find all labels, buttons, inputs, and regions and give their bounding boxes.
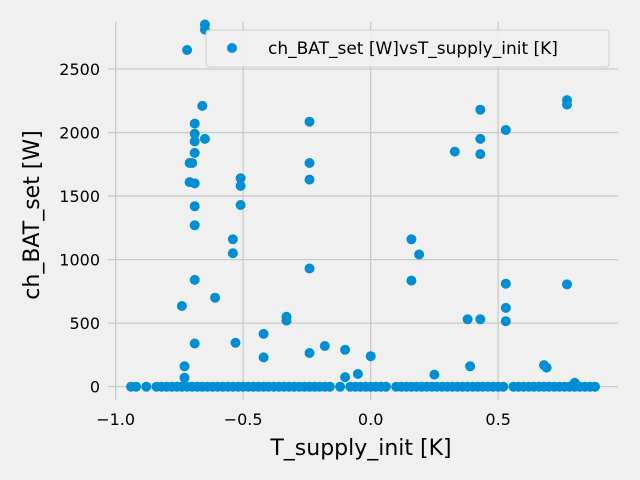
data-point	[475, 149, 486, 160]
y-tick-label: 1500	[59, 187, 100, 206]
data-point	[258, 328, 269, 339]
y-axis-label: ch_BAT_set [W]	[20, 130, 45, 299]
data-point	[131, 381, 142, 392]
data-point	[197, 100, 208, 111]
data-point	[498, 381, 509, 392]
data-point	[475, 314, 486, 325]
x-axis-label: T_supply_init [K]	[269, 436, 451, 461]
x-tick-label: −1.0	[96, 410, 135, 429]
data-point	[500, 316, 511, 327]
data-point	[189, 118, 200, 129]
data-point	[189, 220, 200, 231]
data-point	[475, 133, 486, 144]
data-point	[381, 381, 391, 392]
data-point	[465, 361, 476, 372]
data-points	[126, 19, 600, 392]
data-point	[462, 314, 473, 325]
data-point	[500, 302, 511, 313]
data-point	[189, 128, 200, 139]
data-point	[414, 249, 425, 260]
data-point	[189, 274, 200, 285]
y-tick-label: 2000	[59, 124, 100, 143]
data-point	[189, 338, 200, 349]
data-point	[189, 178, 200, 189]
y-tick-label: 1000	[59, 251, 100, 270]
data-point	[235, 200, 246, 210]
y-tick-label: 0	[90, 378, 100, 397]
y-tick-label: 500	[69, 314, 100, 333]
data-point	[235, 173, 246, 184]
legend-box	[205, 29, 610, 68]
data-point	[304, 348, 315, 358]
data-point	[176, 301, 187, 311]
data-point	[590, 381, 600, 392]
data-point	[500, 278, 511, 289]
data-point	[189, 136, 200, 147]
data-point	[304, 174, 315, 185]
data-point	[562, 279, 572, 290]
data-point	[230, 337, 241, 348]
data-point	[281, 315, 292, 326]
data-point	[304, 263, 315, 274]
data-point	[199, 133, 210, 144]
y-tick-labels: 0 500 1000 1500 2000 2500	[59, 60, 100, 397]
data-point	[189, 147, 200, 158]
data-point	[406, 275, 417, 286]
data-point	[475, 104, 486, 115]
data-point	[187, 158, 198, 168]
data-point	[182, 45, 193, 55]
data-point	[324, 381, 335, 392]
data-point	[179, 361, 190, 372]
data-point	[449, 146, 460, 157]
data-point	[304, 116, 315, 127]
data-point	[210, 292, 221, 303]
data-point	[352, 369, 363, 379]
data-point	[340, 344, 351, 355]
x-tick-label: −0.5	[224, 410, 263, 429]
data-point	[227, 234, 238, 245]
data-point	[429, 369, 440, 380]
data-point	[319, 341, 330, 351]
data-point	[189, 201, 200, 212]
data-point	[304, 158, 315, 168]
x-tick-labels: −1.0 −0.5 0.0 0.5	[96, 410, 511, 429]
data-point	[141, 381, 152, 392]
data-point	[541, 362, 552, 373]
legend-label: ch_BAT_set [W]vsT_supply_init [K]	[268, 39, 558, 59]
data-point	[258, 352, 269, 363]
data-point	[227, 248, 238, 259]
data-point	[179, 372, 190, 383]
data-point	[500, 125, 511, 135]
legend-marker	[227, 43, 237, 53]
y-tick-label: 2500	[59, 60, 100, 79]
x-tick-label: 0.5	[485, 410, 510, 429]
data-point	[406, 234, 417, 245]
data-point	[235, 180, 246, 191]
data-point	[335, 381, 346, 392]
legend: ch_BAT_set [W]vsT_supply_init [K]	[205, 29, 610, 68]
data-point	[340, 372, 351, 383]
x-tick-label: 0.0	[358, 410, 383, 429]
data-point	[562, 99, 572, 110]
data-point	[365, 351, 376, 362]
